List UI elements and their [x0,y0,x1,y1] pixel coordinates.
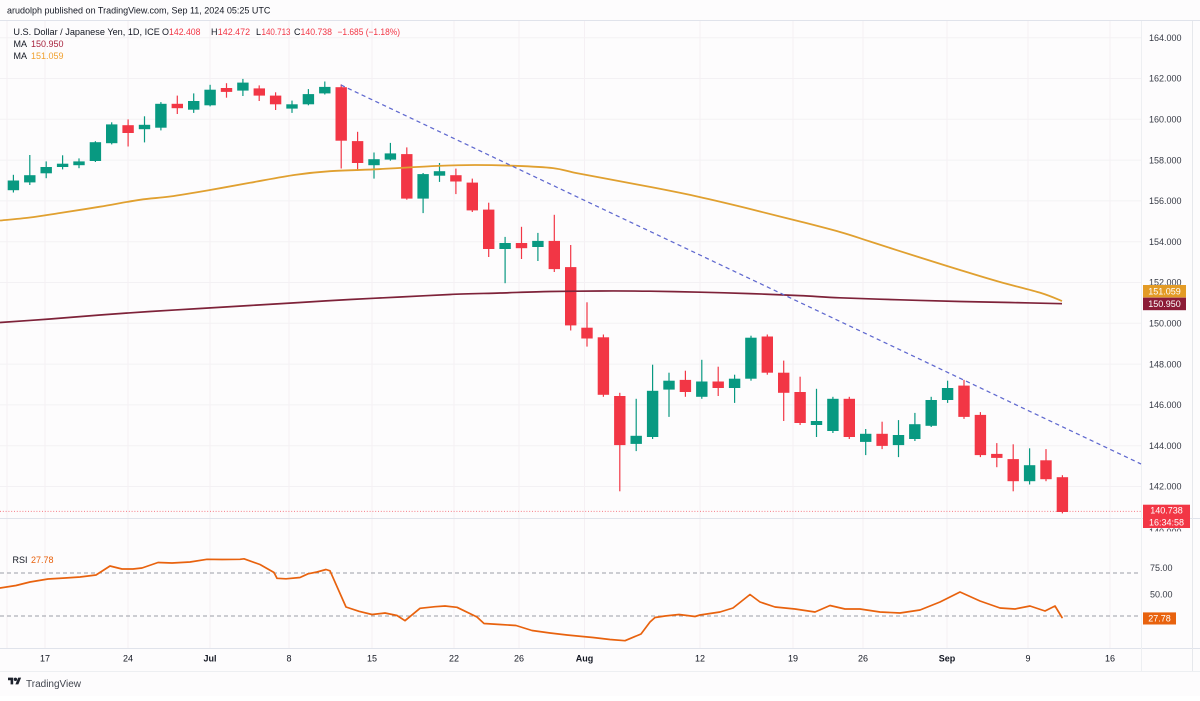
svg-text:27.78: 27.78 [31,555,54,565]
svg-text:8: 8 [286,654,291,664]
svg-text:154.000: 154.000 [1149,237,1182,247]
svg-text:Sep: Sep [939,654,956,664]
svg-text:TradingView: TradingView [26,679,82,690]
svg-text:142.472: 142.472 [218,27,250,37]
svg-text:17: 17 [40,654,50,664]
svg-text:140.738: 140.738 [301,27,333,37]
svg-text:152.000: 152.000 [1149,278,1182,288]
svg-text:148.000: 148.000 [1149,359,1182,369]
svg-text:50.00: 50.00 [1150,590,1173,600]
svg-text:Aug: Aug [576,654,594,664]
svg-text:26: 26 [858,654,868,664]
svg-text:27.78: 27.78 [1148,614,1171,624]
svg-text:12: 12 [695,654,705,664]
svg-text:MA: MA [14,51,28,61]
svg-text:151.059: 151.059 [31,51,64,61]
svg-text:U.S. Dollar / Japanese Yen, 1D: U.S. Dollar / Japanese Yen, 1D, ICE [13,27,160,37]
svg-text:O: O [162,27,169,37]
svg-text:26: 26 [514,654,524,664]
svg-text:164.000: 164.000 [1149,33,1182,43]
svg-text:C: C [294,27,301,37]
svg-text:arudolph published on TradingV: arudolph published on TradingView.com, S… [7,6,271,16]
svg-text:150.950: 150.950 [1148,299,1181,309]
svg-text:H: H [211,27,218,37]
svg-text:144.000: 144.000 [1149,441,1182,451]
svg-text:150.950: 150.950 [31,39,64,49]
svg-text:Jul: Jul [203,654,216,664]
svg-text:RSI: RSI [13,555,28,565]
svg-text:150.000: 150.000 [1149,319,1182,329]
svg-text:160.000: 160.000 [1149,115,1182,125]
svg-text:22: 22 [449,654,459,664]
svg-text:MA: MA [14,39,28,49]
svg-text:L: L [256,27,261,37]
svg-text:15: 15 [367,654,377,664]
svg-text:16:34:58: 16:34:58 [1149,517,1184,527]
svg-text:142.408: 142.408 [169,27,201,37]
svg-text:16: 16 [1105,654,1115,664]
svg-text:142.000: 142.000 [1149,482,1182,492]
svg-text:−1.685 (−1.18%): −1.685 (−1.18%) [338,27,401,37]
svg-text:9: 9 [1025,654,1030,664]
svg-text:146.000: 146.000 [1149,400,1182,410]
svg-text:151.059: 151.059 [1148,286,1181,296]
svg-text:158.000: 158.000 [1149,155,1182,165]
svg-text:156.000: 156.000 [1149,196,1182,206]
svg-text:24: 24 [123,654,133,664]
svg-text:162.000: 162.000 [1149,74,1182,84]
svg-text:140.738: 140.738 [1150,506,1183,516]
svg-text:75.00: 75.00 [1150,563,1173,573]
svg-text:19: 19 [788,654,798,664]
svg-text:140.713: 140.713 [262,27,291,37]
